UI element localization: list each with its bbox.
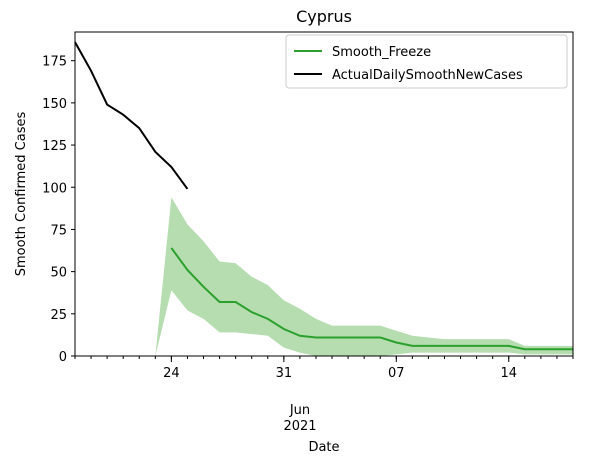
y-tick-label: 25 (50, 308, 67, 323)
legend-box (285, 34, 568, 89)
chart-title: Cyprus (296, 7, 352, 26)
legend-label-actual: ActualDailySmoothNewCases (332, 68, 523, 83)
x-axis: 24 31 07 14 (74, 356, 574, 381)
plot-frame (74, 31, 574, 357)
series-layer (74, 41, 573, 351)
y-tick-label: 125 (42, 139, 67, 154)
x-tick-label: 07 (388, 366, 405, 381)
confidence-band-layer (155, 197, 574, 356)
series-line-0 (170, 247, 573, 351)
x-year-label: 2021 (283, 419, 316, 434)
x-month-label: Jun (289, 403, 310, 418)
y-tick-label: 75 (50, 223, 67, 238)
y-tick-label: 50 (50, 266, 67, 281)
legend-label-smooth-freeze: Smooth_Freeze (332, 45, 431, 60)
y-axis-label: Smooth Confirmed Cases (14, 112, 29, 277)
y-tick-label: 150 (42, 97, 67, 112)
y-tick-label: 175 (42, 55, 67, 70)
x-tick-label: 24 (163, 366, 180, 381)
y-tick-label: 100 (42, 181, 67, 196)
x-tick-label: 31 (276, 366, 293, 381)
confidence-band (155, 197, 574, 356)
series-line-1 (74, 41, 189, 190)
x-axis-label: Date (308, 440, 339, 455)
x-tick-label: 14 (500, 366, 517, 381)
y-tick-label: 0 (59, 350, 67, 365)
legend: Smooth_Freeze ActualDailySmoothNewCases (285, 34, 568, 89)
y-axis: 0 25 50 75 100 125 150 175 (42, 55, 75, 365)
